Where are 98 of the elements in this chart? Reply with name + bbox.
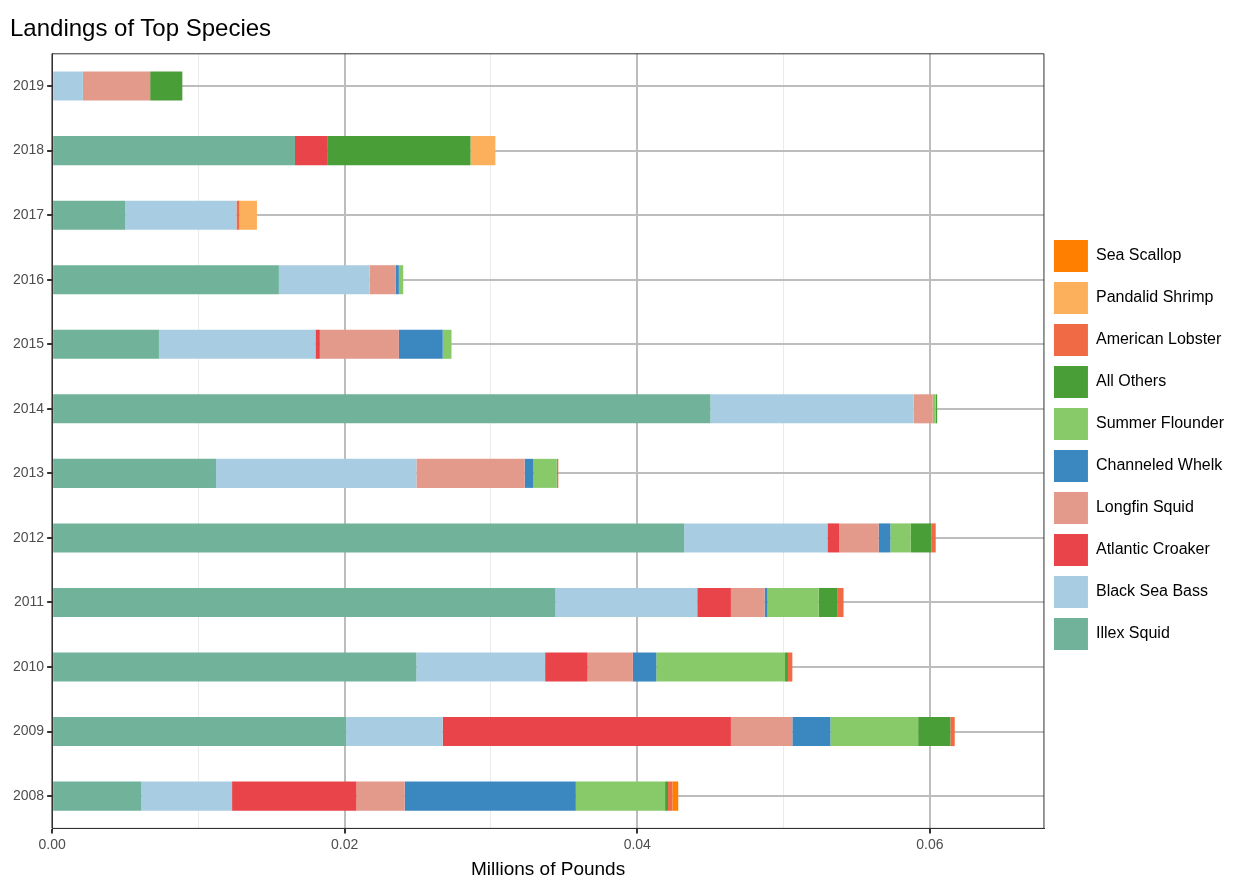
bar (730, 717, 793, 747)
bar (215, 458, 417, 488)
bar (767, 587, 819, 617)
legend-label: Pandalid Shrimp (1095, 288, 1214, 306)
bar (818, 587, 838, 617)
bar (416, 652, 546, 682)
bar (53, 652, 417, 682)
legend-label: Summer Flounder (1095, 414, 1225, 432)
y-tick-label: 2014 (12, 399, 45, 416)
bar (319, 329, 399, 359)
y-tick-label: 2011 (14, 593, 45, 610)
bar (356, 781, 405, 811)
y-tick-label: 2016 (12, 270, 45, 287)
bar (53, 523, 685, 553)
bar (830, 717, 919, 747)
bar (470, 136, 496, 166)
y-tick-label: 2017 (12, 206, 45, 223)
bar (575, 781, 666, 811)
bar (278, 265, 370, 295)
y-tick-label: 2012 (12, 528, 45, 545)
bar (787, 652, 793, 682)
legend-label: Illex Squid (1095, 624, 1170, 642)
x-tick-label: 0.04 (623, 835, 652, 852)
bar (931, 523, 936, 553)
bar (668, 781, 673, 811)
bar (416, 458, 525, 488)
legend-label: American Lobster (1095, 330, 1223, 348)
bar (913, 394, 933, 424)
x-tick-label: 0.06 (916, 835, 944, 852)
bar (632, 652, 657, 682)
bar (785, 652, 788, 682)
bar (878, 523, 891, 553)
bar (442, 717, 731, 747)
bar (404, 781, 576, 811)
bar (587, 652, 633, 682)
x-tick-label: 0.02 (331, 835, 359, 852)
bar (232, 781, 357, 811)
bar (150, 71, 183, 101)
bar (369, 265, 396, 295)
bar (555, 587, 698, 617)
y-tick-label: 2010 (12, 657, 45, 674)
bar (697, 587, 731, 617)
bar (53, 329, 159, 359)
bar (918, 717, 951, 747)
bar (730, 587, 765, 617)
y-tick-label: 2019 (12, 76, 45, 93)
x-axis-title: Millions of Pounds (470, 857, 626, 879)
bar (672, 781, 679, 811)
bar (395, 265, 399, 295)
bar (442, 329, 452, 359)
bar (239, 200, 257, 230)
bar (53, 136, 295, 166)
legend-label: Black Sea Bass (1095, 582, 1209, 600)
y-tick-label: 2008 (12, 786, 45, 803)
bar (125, 200, 237, 230)
y-tick-label: 2018 (12, 141, 45, 158)
bar (524, 458, 534, 488)
bar (827, 523, 840, 553)
bar (158, 329, 316, 359)
bar (346, 717, 443, 747)
bar (327, 136, 471, 166)
bar (950, 717, 955, 747)
y-tick-label: 2009 (12, 722, 45, 739)
bar (315, 329, 320, 359)
bar (837, 587, 844, 617)
legend-label: Channeled Whelk (1095, 456, 1224, 474)
legend-label: All Others (1095, 372, 1167, 390)
bar (792, 717, 831, 747)
bar (294, 136, 328, 166)
x-tick-label: 0.00 (38, 835, 66, 852)
bar (236, 200, 240, 230)
bar (839, 523, 879, 553)
bar (53, 394, 711, 424)
bar (398, 265, 404, 295)
y-tick-label: 2013 (12, 464, 45, 481)
legend-label: Sea Scallop (1095, 246, 1182, 264)
bar (710, 394, 914, 424)
bar (53, 265, 279, 295)
bar (53, 200, 126, 230)
bar (656, 652, 786, 682)
bar (82, 71, 151, 101)
chart-title: Landings of Top Species (10, 14, 272, 42)
y-tick-label: 2015 (12, 335, 45, 352)
bar (398, 329, 443, 359)
bar (910, 523, 932, 553)
bar (545, 652, 588, 682)
legend-label: Longfin Squid (1095, 498, 1194, 516)
bar (53, 587, 556, 617)
bar (141, 781, 233, 811)
bar (53, 781, 142, 811)
bar (53, 458, 216, 488)
bar (890, 523, 911, 553)
bar (53, 71, 83, 101)
legend-label: Atlantic Croaker (1095, 540, 1211, 558)
bar (53, 717, 347, 747)
bar (684, 523, 828, 553)
bar (533, 458, 557, 488)
bar (665, 781, 668, 811)
